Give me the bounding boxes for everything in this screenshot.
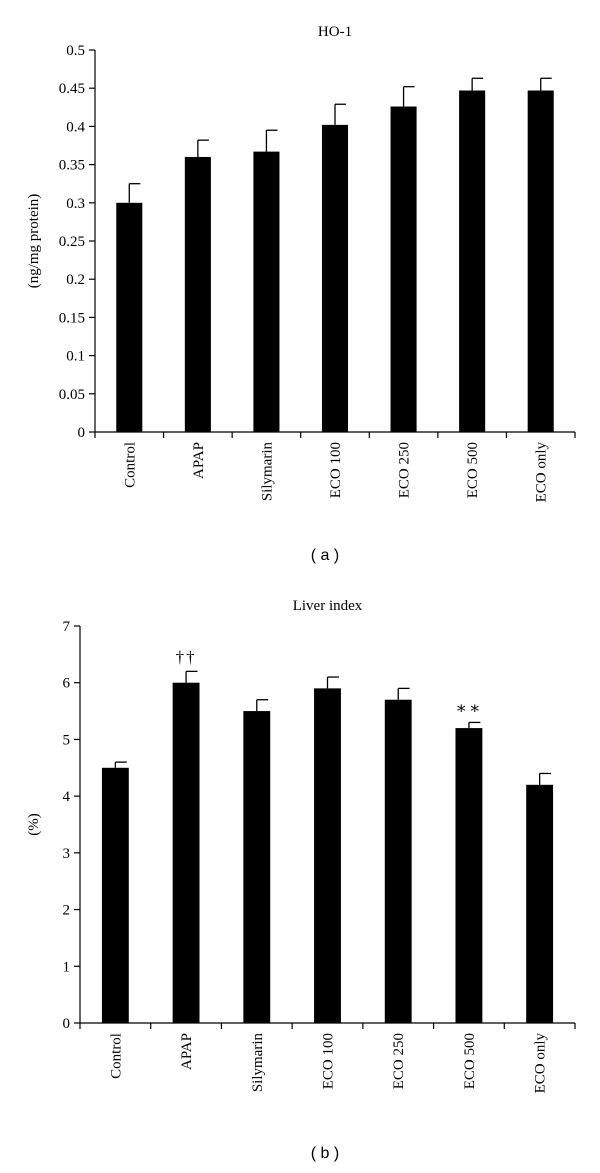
x-tick-label: APAP xyxy=(179,1033,195,1070)
y-tick-label: 0.5 xyxy=(66,43,85,59)
x-tick-label: Control xyxy=(108,1033,124,1079)
y-tick-label: 6 xyxy=(63,676,71,692)
bar xyxy=(321,124,349,432)
x-tick-label: ECO 100 xyxy=(328,442,344,498)
bar xyxy=(172,682,200,1023)
y-tick-label: 0.4 xyxy=(66,119,85,135)
bar xyxy=(314,688,341,1023)
y-tick-label: 1 xyxy=(63,959,71,975)
bar xyxy=(384,699,412,1023)
x-tick-label: ECO 100 xyxy=(321,1033,337,1089)
y-tick-label: 2 xyxy=(63,903,71,919)
bar xyxy=(253,151,280,432)
y-tick-label: 0.3 xyxy=(66,196,85,212)
panel-label: ( b ) xyxy=(311,1145,339,1162)
significance-annotation: ∗∗ xyxy=(455,698,482,717)
y-tick-label: 0.2 xyxy=(66,272,85,288)
bar xyxy=(526,784,554,1023)
y-tick-label: 0.45 xyxy=(59,81,85,97)
y-tick-label: 0.05 xyxy=(59,387,85,403)
x-tick-label: Silymarin xyxy=(250,1033,266,1093)
bar xyxy=(390,106,417,432)
x-tick-label: ECO only xyxy=(534,442,550,503)
chart-panel-a: HO-1 (ng/mg protein) 0 0.05 0.1 0.15 0.2 0.25 0.… xyxy=(26,24,576,564)
x-tick-label: ECO 500 xyxy=(465,442,481,498)
chart-panel-b: Liver index (%) 0 1 2 3 4 5 6 7 Control APAP †† Silym… xyxy=(26,598,576,1162)
y-tick-label: 0.25 xyxy=(59,234,85,250)
bar xyxy=(184,156,211,432)
y-tick-label: 0.1 xyxy=(66,349,85,365)
panel-label: ( a ) xyxy=(311,547,339,564)
chart-title: Liver index xyxy=(293,598,363,614)
y-axis-label: (%) xyxy=(26,813,42,836)
bar xyxy=(527,90,554,432)
y-tick-label: 5 xyxy=(63,732,71,748)
x-tick-label: Control xyxy=(122,442,138,488)
bar xyxy=(455,728,483,1023)
x-tick-label: ECO 250 xyxy=(397,442,413,498)
chart-title: HO-1 xyxy=(318,24,352,40)
y-tick-label: 0 xyxy=(63,1016,71,1032)
y-tick-label: 0.15 xyxy=(59,310,85,326)
significance-annotation: †† xyxy=(176,647,197,666)
y-tick-label: 7 xyxy=(63,619,71,635)
bar xyxy=(243,711,271,1023)
bar xyxy=(459,90,486,432)
x-tick-label: Silymarin xyxy=(259,442,275,502)
y-tick-label: 3 xyxy=(63,846,71,862)
y-tick-label: 0 xyxy=(78,425,86,441)
x-tick-label: ECO 500 xyxy=(462,1033,478,1089)
bar xyxy=(116,202,143,432)
y-tick-label: 0.35 xyxy=(59,158,85,174)
y-tick-label: 4 xyxy=(63,789,71,805)
bar xyxy=(101,767,129,1023)
x-tick-label: ECO 250 xyxy=(391,1033,407,1089)
x-tick-label: APAP xyxy=(191,442,207,479)
x-tick-label: ECO only xyxy=(533,1033,549,1094)
y-axis-label: (ng/mg protein) xyxy=(26,194,42,289)
